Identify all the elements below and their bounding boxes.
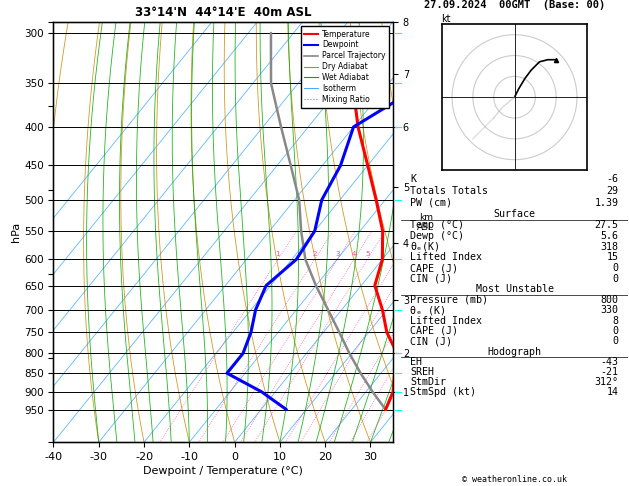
Text: 15: 15 xyxy=(607,252,619,262)
X-axis label: Dewpoint / Temperature (°C): Dewpoint / Temperature (°C) xyxy=(143,466,303,476)
Text: θₑ (K): θₑ (K) xyxy=(410,305,447,315)
Text: Most Unstable: Most Unstable xyxy=(476,284,554,295)
Text: 330: 330 xyxy=(601,305,619,315)
Text: © weatheronline.co.uk: © weatheronline.co.uk xyxy=(462,474,567,484)
Text: 5.6: 5.6 xyxy=(601,231,619,241)
Text: Lifted Index: Lifted Index xyxy=(410,315,482,326)
Text: CAPE (J): CAPE (J) xyxy=(410,326,459,336)
Text: StmDir: StmDir xyxy=(410,377,447,387)
Text: Dewp (°C): Dewp (°C) xyxy=(410,231,464,241)
Text: 29: 29 xyxy=(607,186,619,196)
Text: CAPE (J): CAPE (J) xyxy=(410,263,459,273)
Text: Surface: Surface xyxy=(494,209,535,219)
Text: 1: 1 xyxy=(276,251,280,257)
Y-axis label: km
ASL: km ASL xyxy=(417,213,434,232)
Text: -43: -43 xyxy=(601,357,619,367)
Text: kt: kt xyxy=(442,14,451,24)
Text: 33°14'N  44°14'E  40m ASL: 33°14'N 44°14'E 40m ASL xyxy=(135,6,311,19)
Text: StmSpd (kt): StmSpd (kt) xyxy=(410,387,476,398)
Text: 800: 800 xyxy=(601,295,619,305)
Text: 8: 8 xyxy=(613,315,619,326)
Legend: Temperature, Dewpoint, Parcel Trajectory, Dry Adiabat, Wet Adiabat, Isotherm, Mi: Temperature, Dewpoint, Parcel Trajectory… xyxy=(301,26,389,108)
Text: 0: 0 xyxy=(613,336,619,347)
Text: 0: 0 xyxy=(613,263,619,273)
Text: SREH: SREH xyxy=(410,367,435,377)
Text: 5: 5 xyxy=(365,251,369,257)
Y-axis label: hPa: hPa xyxy=(11,222,21,242)
Text: 312°: 312° xyxy=(594,377,619,387)
Text: 3: 3 xyxy=(335,251,340,257)
Text: Pressure (mb): Pressure (mb) xyxy=(410,295,488,305)
Text: -21: -21 xyxy=(601,367,619,377)
Text: 318: 318 xyxy=(601,242,619,252)
Text: 14: 14 xyxy=(607,387,619,398)
Text: Lifted Index: Lifted Index xyxy=(410,252,482,262)
Text: PW (cm): PW (cm) xyxy=(410,198,452,208)
Text: Hodograph: Hodograph xyxy=(487,347,542,357)
Text: Temp (°C): Temp (°C) xyxy=(410,220,464,230)
Text: EH: EH xyxy=(410,357,422,367)
Text: 27.5: 27.5 xyxy=(594,220,619,230)
Text: CIN (J): CIN (J) xyxy=(410,336,452,347)
Text: CIN (J): CIN (J) xyxy=(410,274,452,284)
Text: 2: 2 xyxy=(313,251,317,257)
Text: 0: 0 xyxy=(613,326,619,336)
Text: -6: -6 xyxy=(607,174,619,184)
Text: 0: 0 xyxy=(613,274,619,284)
Text: Totals Totals: Totals Totals xyxy=(410,186,488,196)
Text: 4: 4 xyxy=(352,251,356,257)
Text: 1.39: 1.39 xyxy=(594,198,619,208)
Text: 27.09.2024  00GMT  (Base: 00): 27.09.2024 00GMT (Base: 00) xyxy=(424,0,605,10)
Text: K: K xyxy=(410,174,416,184)
Text: θₑ(K): θₑ(K) xyxy=(410,242,440,252)
